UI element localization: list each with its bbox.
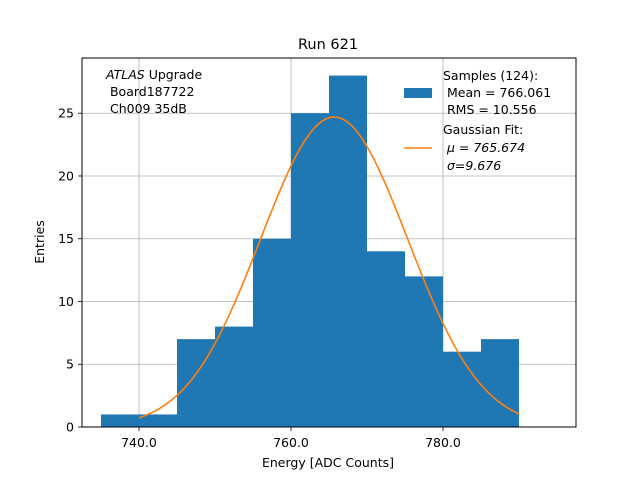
axes-frame xyxy=(81,57,577,428)
histogram-bar xyxy=(139,414,177,427)
atlas-annotation: ATLAS Upgrade Board187722 Ch009 35dB xyxy=(105,67,202,116)
atlas-italic: ATLAS xyxy=(105,67,145,82)
histogram-bar xyxy=(101,414,139,427)
histogram-bar xyxy=(367,251,405,427)
legend-samples-title: Samples (124): xyxy=(443,68,538,83)
legend-fit-sigma: σ=9.676 xyxy=(443,158,501,173)
y-tick-label: 5 xyxy=(66,357,74,372)
histogram-bar xyxy=(329,75,367,428)
channel-label: Ch009 35dB xyxy=(106,101,187,116)
legend-histogram-swatch xyxy=(404,88,432,98)
histogram-bar xyxy=(405,276,443,427)
gaussian-fit xyxy=(138,116,520,419)
x-axis-label: Energy [ADC Counts] xyxy=(262,455,394,470)
atlas-label: ATLAS Upgrade xyxy=(105,67,202,82)
legend-fit-mu: μ = 765.674 xyxy=(443,140,525,155)
x-tick-label: 760.0 xyxy=(273,435,309,450)
histogram-bar xyxy=(443,351,481,427)
y-tick-label: 0 xyxy=(66,420,74,435)
y-axis-label: Entries xyxy=(32,220,47,264)
board-label: Board187722 xyxy=(106,84,194,99)
histogram-bar xyxy=(215,326,253,427)
legend: Samples (124): Mean = 766.061 RMS = 10.5… xyxy=(404,68,551,173)
legend-samples-rms: RMS = 10.556 xyxy=(443,102,537,117)
y-tick-label: 20 xyxy=(58,168,74,183)
y-ticks: 0 5 10 15 20 25 xyxy=(58,106,82,435)
y-tick-label: 25 xyxy=(58,106,74,121)
histogram-bar xyxy=(481,339,519,427)
upgrade-text: Upgrade xyxy=(145,67,203,82)
gaussian-fit-curve xyxy=(138,116,520,419)
x-tick-label: 740.0 xyxy=(121,435,157,450)
legend-fit-title: Gaussian Fit: xyxy=(443,122,523,137)
histogram-bar xyxy=(253,238,291,427)
chart-title: Run 621 xyxy=(298,37,358,53)
histogram-bar xyxy=(291,113,329,427)
y-tick-label: 15 xyxy=(58,231,74,246)
histogram-bars xyxy=(101,75,519,428)
x-ticks: 740.0 760.0 780.0 xyxy=(121,427,461,450)
legend-samples-mean: Mean = 766.061 xyxy=(443,85,551,100)
x-tick-label: 780.0 xyxy=(425,435,461,450)
y-tick-label: 10 xyxy=(58,294,74,309)
